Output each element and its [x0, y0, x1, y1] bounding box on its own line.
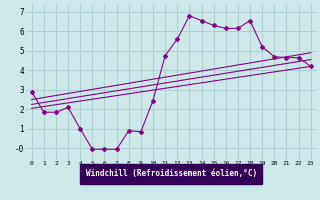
X-axis label: Windchill (Refroidissement éolien,°C): Windchill (Refroidissement éolien,°C)	[86, 169, 257, 178]
